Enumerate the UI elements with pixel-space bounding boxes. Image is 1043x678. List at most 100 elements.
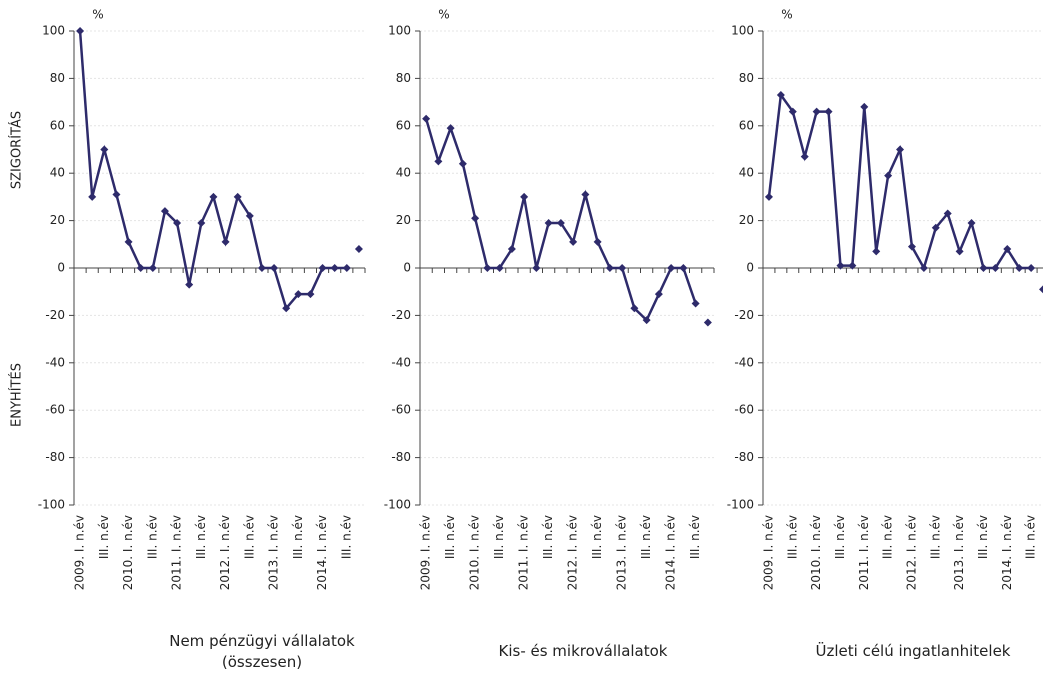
y-tick-label: 0 <box>403 261 411 275</box>
y-tick-label: 80 <box>396 71 411 85</box>
marker <box>330 264 339 272</box>
y-tick-label: -60 <box>391 403 411 417</box>
marker <box>136 264 145 272</box>
y-tick-label: 100 <box>731 24 754 38</box>
marker <box>605 264 614 272</box>
marker <box>836 261 845 270</box>
y-tick-label: -60 <box>734 403 754 417</box>
y-tick-label: -80 <box>45 450 65 464</box>
marker <box>703 318 712 327</box>
x-tick-label: 2013. I. n.év <box>615 515 629 590</box>
y-tick-label: 20 <box>739 213 754 227</box>
x-tick-label: 2011. I. n.év <box>170 515 184 590</box>
x-tick-label: 2011. I. n.év <box>857 515 871 590</box>
marker <box>233 192 242 201</box>
marker <box>422 114 431 123</box>
y-unit: % <box>92 8 103 22</box>
marker <box>967 218 976 227</box>
x-tick-label: III. n.év <box>1024 515 1038 559</box>
x-tick-label: III. n.év <box>242 515 256 559</box>
marker <box>100 145 109 154</box>
y-tick-label: 60 <box>739 118 754 132</box>
marker <box>593 237 602 246</box>
marker <box>532 264 541 272</box>
x-tick-label: III. n.év <box>145 515 159 559</box>
marker <box>76 27 85 35</box>
marker <box>270 264 279 272</box>
y-tick-label: -60 <box>45 403 65 417</box>
x-tick-label: 2014. I. n.év <box>315 515 329 590</box>
marker <box>434 157 443 166</box>
marker <box>569 237 578 246</box>
axis-annotation: ENYHÍTÉS <box>9 363 25 427</box>
panel-title: Üzleti célú ingatlanhitelek <box>815 642 1011 660</box>
y-tick-label: 20 <box>50 213 65 227</box>
x-tick-label: 2009. I. n.év <box>419 515 433 590</box>
marker <box>919 264 928 272</box>
x-tick-label: 2013. I. n.év <box>952 515 966 590</box>
marker <box>1039 285 1043 294</box>
y-tick-label: 80 <box>739 71 754 85</box>
marker <box>1027 264 1036 272</box>
marker <box>221 237 230 246</box>
marker <box>483 264 492 272</box>
panel-title: Kis- és mikrovállalatok <box>498 642 668 660</box>
series-line <box>78 30 347 311</box>
marker <box>342 264 351 272</box>
y-tick-label: 20 <box>396 213 411 227</box>
y-tick-label: -40 <box>734 355 754 369</box>
series-line <box>767 91 1032 272</box>
y-tick-label: 40 <box>739 166 754 180</box>
axis-annotation: SZIGORÍTÁS <box>9 111 25 189</box>
y-tick-label: -100 <box>38 498 65 512</box>
y-tick-label: 0 <box>57 261 65 275</box>
marker <box>112 190 121 199</box>
x-tick-label: III. n.év <box>339 515 353 559</box>
marker <box>630 304 639 313</box>
y-tick-label: -20 <box>734 308 754 322</box>
y-tick-label: -20 <box>45 308 65 322</box>
y-tick-label: 40 <box>50 166 65 180</box>
y-unit: % <box>781 8 792 22</box>
x-tick-label: 2013. I. n.év <box>267 515 281 590</box>
marker <box>148 264 157 272</box>
x-tick-label: 2011. I. n.év <box>517 515 531 590</box>
x-tick-label: III. n.év <box>97 515 111 559</box>
y-tick-label: -80 <box>391 450 411 464</box>
marker <box>931 223 940 232</box>
marker <box>197 218 206 227</box>
marker <box>788 107 797 116</box>
marker <box>691 299 700 308</box>
x-tick-label: III. n.év <box>194 515 208 559</box>
x-tick-label: III. n.év <box>291 515 305 559</box>
marker <box>446 124 455 133</box>
y-tick-label: -100 <box>727 498 754 512</box>
y-tick-label: 40 <box>396 166 411 180</box>
marker <box>1003 245 1012 254</box>
marker <box>282 304 291 313</box>
x-tick-label: 2009. I. n.év <box>73 515 87 590</box>
x-tick-label: 2010. I. n.év <box>809 515 823 590</box>
x-tick-label: 2010. I. n.év <box>468 515 482 590</box>
marker <box>642 316 651 325</box>
marker <box>776 90 785 99</box>
marker <box>1015 264 1024 272</box>
x-tick-label: III. n.év <box>833 515 847 559</box>
marker <box>667 264 676 272</box>
marker <box>679 264 688 272</box>
marker <box>88 192 97 201</box>
x-tick-label: III. n.év <box>881 515 895 559</box>
marker <box>160 207 169 216</box>
y-tick-label: 60 <box>50 118 65 132</box>
y-tick-label: -40 <box>391 355 411 369</box>
marker <box>124 237 133 246</box>
marker <box>458 159 467 168</box>
x-tick-label: III. n.év <box>976 515 990 559</box>
marker <box>354 245 363 254</box>
x-tick-label: 2014. I. n.év <box>664 515 678 590</box>
marker <box>507 245 516 254</box>
x-tick-label: III. n.év <box>688 515 702 559</box>
marker <box>318 264 327 272</box>
x-tick-label: 2012. I. n.év <box>566 515 580 590</box>
